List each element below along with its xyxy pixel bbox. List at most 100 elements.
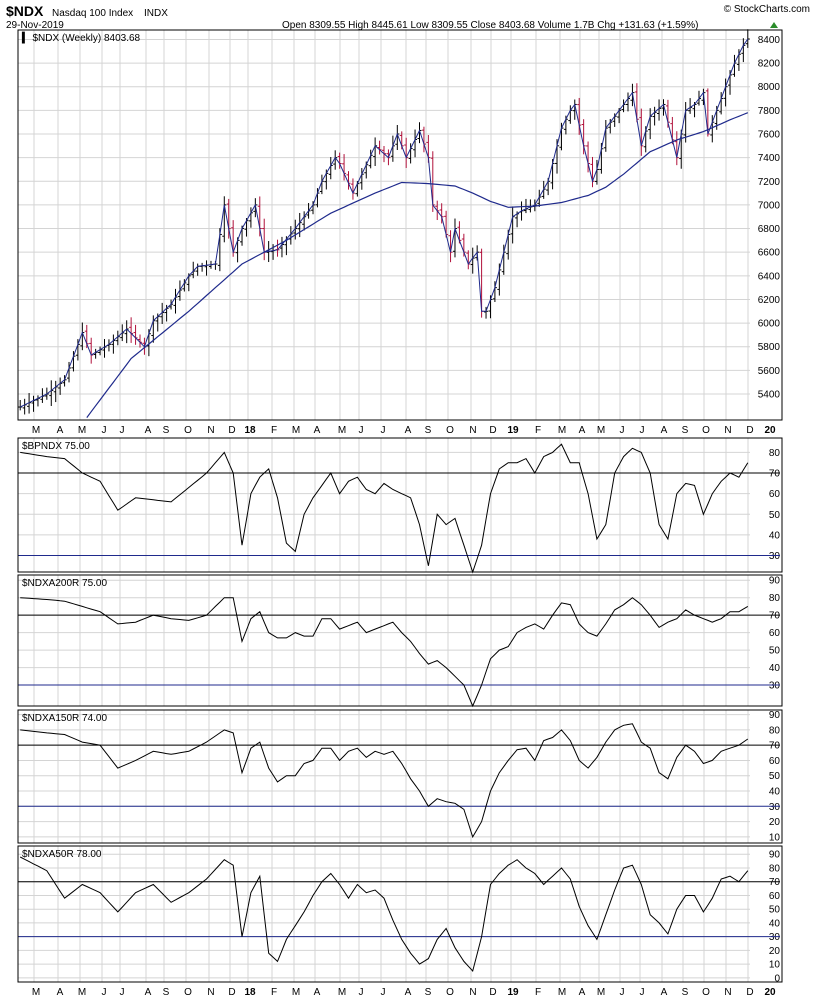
x-tick-label: J	[120, 425, 125, 436]
y-tick-label: 70	[769, 741, 781, 752]
indicator-line	[20, 443, 749, 574]
x-tick-label: 18	[244, 987, 256, 998]
y-tick-label: 6000	[758, 319, 781, 330]
ohlc-bar	[133, 324, 138, 345]
ohlc-bar	[53, 380, 58, 403]
ohlc-bar	[31, 395, 36, 412]
panel-frame	[17, 437, 783, 573]
y-tick-label: 80	[769, 593, 781, 604]
x-tick-label: A	[661, 425, 668, 436]
y-tick-label: 10	[769, 960, 781, 971]
ohlc-bar	[35, 395, 40, 407]
y-tick-label: 50	[769, 905, 781, 916]
y-tick-label: 40	[769, 663, 781, 674]
panel-frame	[17, 574, 783, 707]
y-tick-label: 6400	[758, 271, 781, 282]
x-tick-label: N	[724, 987, 731, 998]
y-tick-label: 40	[769, 530, 781, 541]
y-tick-label: 70	[769, 611, 781, 622]
x-tick-label: J	[381, 987, 386, 998]
ohlc-bar	[173, 288, 178, 314]
x-tick-label: O	[446, 425, 454, 436]
y-tick-label: 7600	[758, 130, 781, 141]
y-tick-label: 20	[769, 946, 781, 957]
x-tick-label: F	[271, 987, 277, 998]
y-tick-label: 7400	[758, 153, 781, 164]
x-tick-label: D	[228, 987, 235, 998]
ohlc-bar	[111, 334, 116, 354]
ohlc-bar	[22, 398, 27, 415]
moving-average-line	[86, 112, 749, 418]
x-tick-label: M	[32, 425, 40, 436]
x-tick-label: J	[102, 425, 107, 436]
y-tick-label: 10	[769, 832, 781, 843]
x-tick-label: J	[359, 987, 364, 998]
x-tick-label: O	[184, 425, 192, 436]
x-tick-label: S	[425, 987, 432, 998]
ohlc-bar	[75, 339, 80, 361]
x-tick-label: J	[640, 425, 645, 436]
x-tick-label: M	[292, 987, 300, 998]
y-tick-label: 70	[769, 877, 781, 888]
panel-4: 0 10 20 30 40 50 60 70 80 90 $NDXA50R 78.00	[17, 845, 783, 984]
x-tick-label: O	[446, 987, 454, 998]
indicator-line	[19, 856, 749, 973]
x-tick-label: M	[78, 987, 86, 998]
exchange-label: INDX	[144, 8, 168, 19]
x-tick-label: A	[405, 425, 412, 436]
y-tick-label: 80	[769, 863, 781, 874]
x-axis-price: M A M J J A S O N D 18 F M A M J J A S O N D 19 F M A M J J A S O N D 20	[32, 425, 776, 436]
x-tick-label: M	[338, 987, 346, 998]
x-tick-label: N	[469, 425, 476, 436]
x-tick-label: F	[535, 425, 541, 436]
y-tick-label: 50	[769, 646, 781, 657]
x-tick-label: S	[682, 987, 689, 998]
indicator-line	[20, 597, 749, 708]
x-tick-label: D	[746, 425, 753, 436]
y-tick-label: 40	[769, 787, 781, 798]
y-tick-label: 8200	[758, 59, 781, 70]
ohlc-bar	[93, 348, 98, 359]
x-tick-label: N	[207, 987, 214, 998]
panel-2: 30 40 50 60 70 80 90 $NDXA200R 75.00	[17, 574, 783, 708]
price-close-line	[19, 38, 749, 408]
y-tick-label: 60	[769, 756, 781, 767]
x-tick-label: J	[102, 987, 107, 998]
panel-label: $NDXA150R 74.00	[22, 713, 107, 724]
y-tick-label: 6800	[758, 224, 781, 235]
chart-panels: 5400 5600 5800 6000 6200 6400 6600 6800 7000 7200…	[17, 29, 783, 984]
x-tick-label: M	[78, 425, 86, 436]
x-tick-label: J	[620, 987, 625, 998]
x-tick-label: M	[558, 425, 566, 436]
x-tick-label: A	[579, 987, 586, 998]
x-tick-label: D	[746, 987, 753, 998]
x-axis-bottom: M A M J J A S O N D 18 F M A M J J A S O N D 19 F M A M J J A S O N D 20	[32, 987, 776, 998]
panel-frame	[17, 29, 783, 421]
x-tick-label: A	[579, 425, 586, 436]
y-tick-label: 90	[769, 710, 781, 721]
y-tick-label: 70	[769, 469, 781, 480]
panel-frame	[17, 709, 783, 844]
x-tick-label: A	[145, 987, 152, 998]
y-tick-label: 7000	[758, 200, 781, 211]
panel-label: $NDXA50R 78.00	[22, 849, 102, 860]
ohlc-bar	[741, 38, 746, 63]
x-tick-label: J	[359, 425, 364, 436]
ohlc-bar	[581, 119, 586, 155]
ohlc-bar	[652, 106, 657, 126]
ohlc-bar	[124, 320, 129, 344]
x-tick-label: 20	[764, 987, 776, 998]
y-tick-label: 0	[774, 973, 780, 984]
x-tick-label: 20	[764, 425, 776, 436]
symbol-title: $NDX	[6, 3, 44, 19]
y-tick-label: 60	[769, 489, 781, 500]
x-tick-label: A	[145, 425, 152, 436]
ohlc-bar	[745, 29, 750, 48]
x-tick-label: A	[57, 425, 64, 436]
ohlc-bar	[311, 201, 316, 215]
ohlc-bar	[648, 108, 653, 140]
x-tick-label: J	[620, 425, 625, 436]
indicator-line	[20, 723, 749, 839]
y-tick-label: 80	[769, 725, 781, 736]
x-tick-label: M	[338, 425, 346, 436]
